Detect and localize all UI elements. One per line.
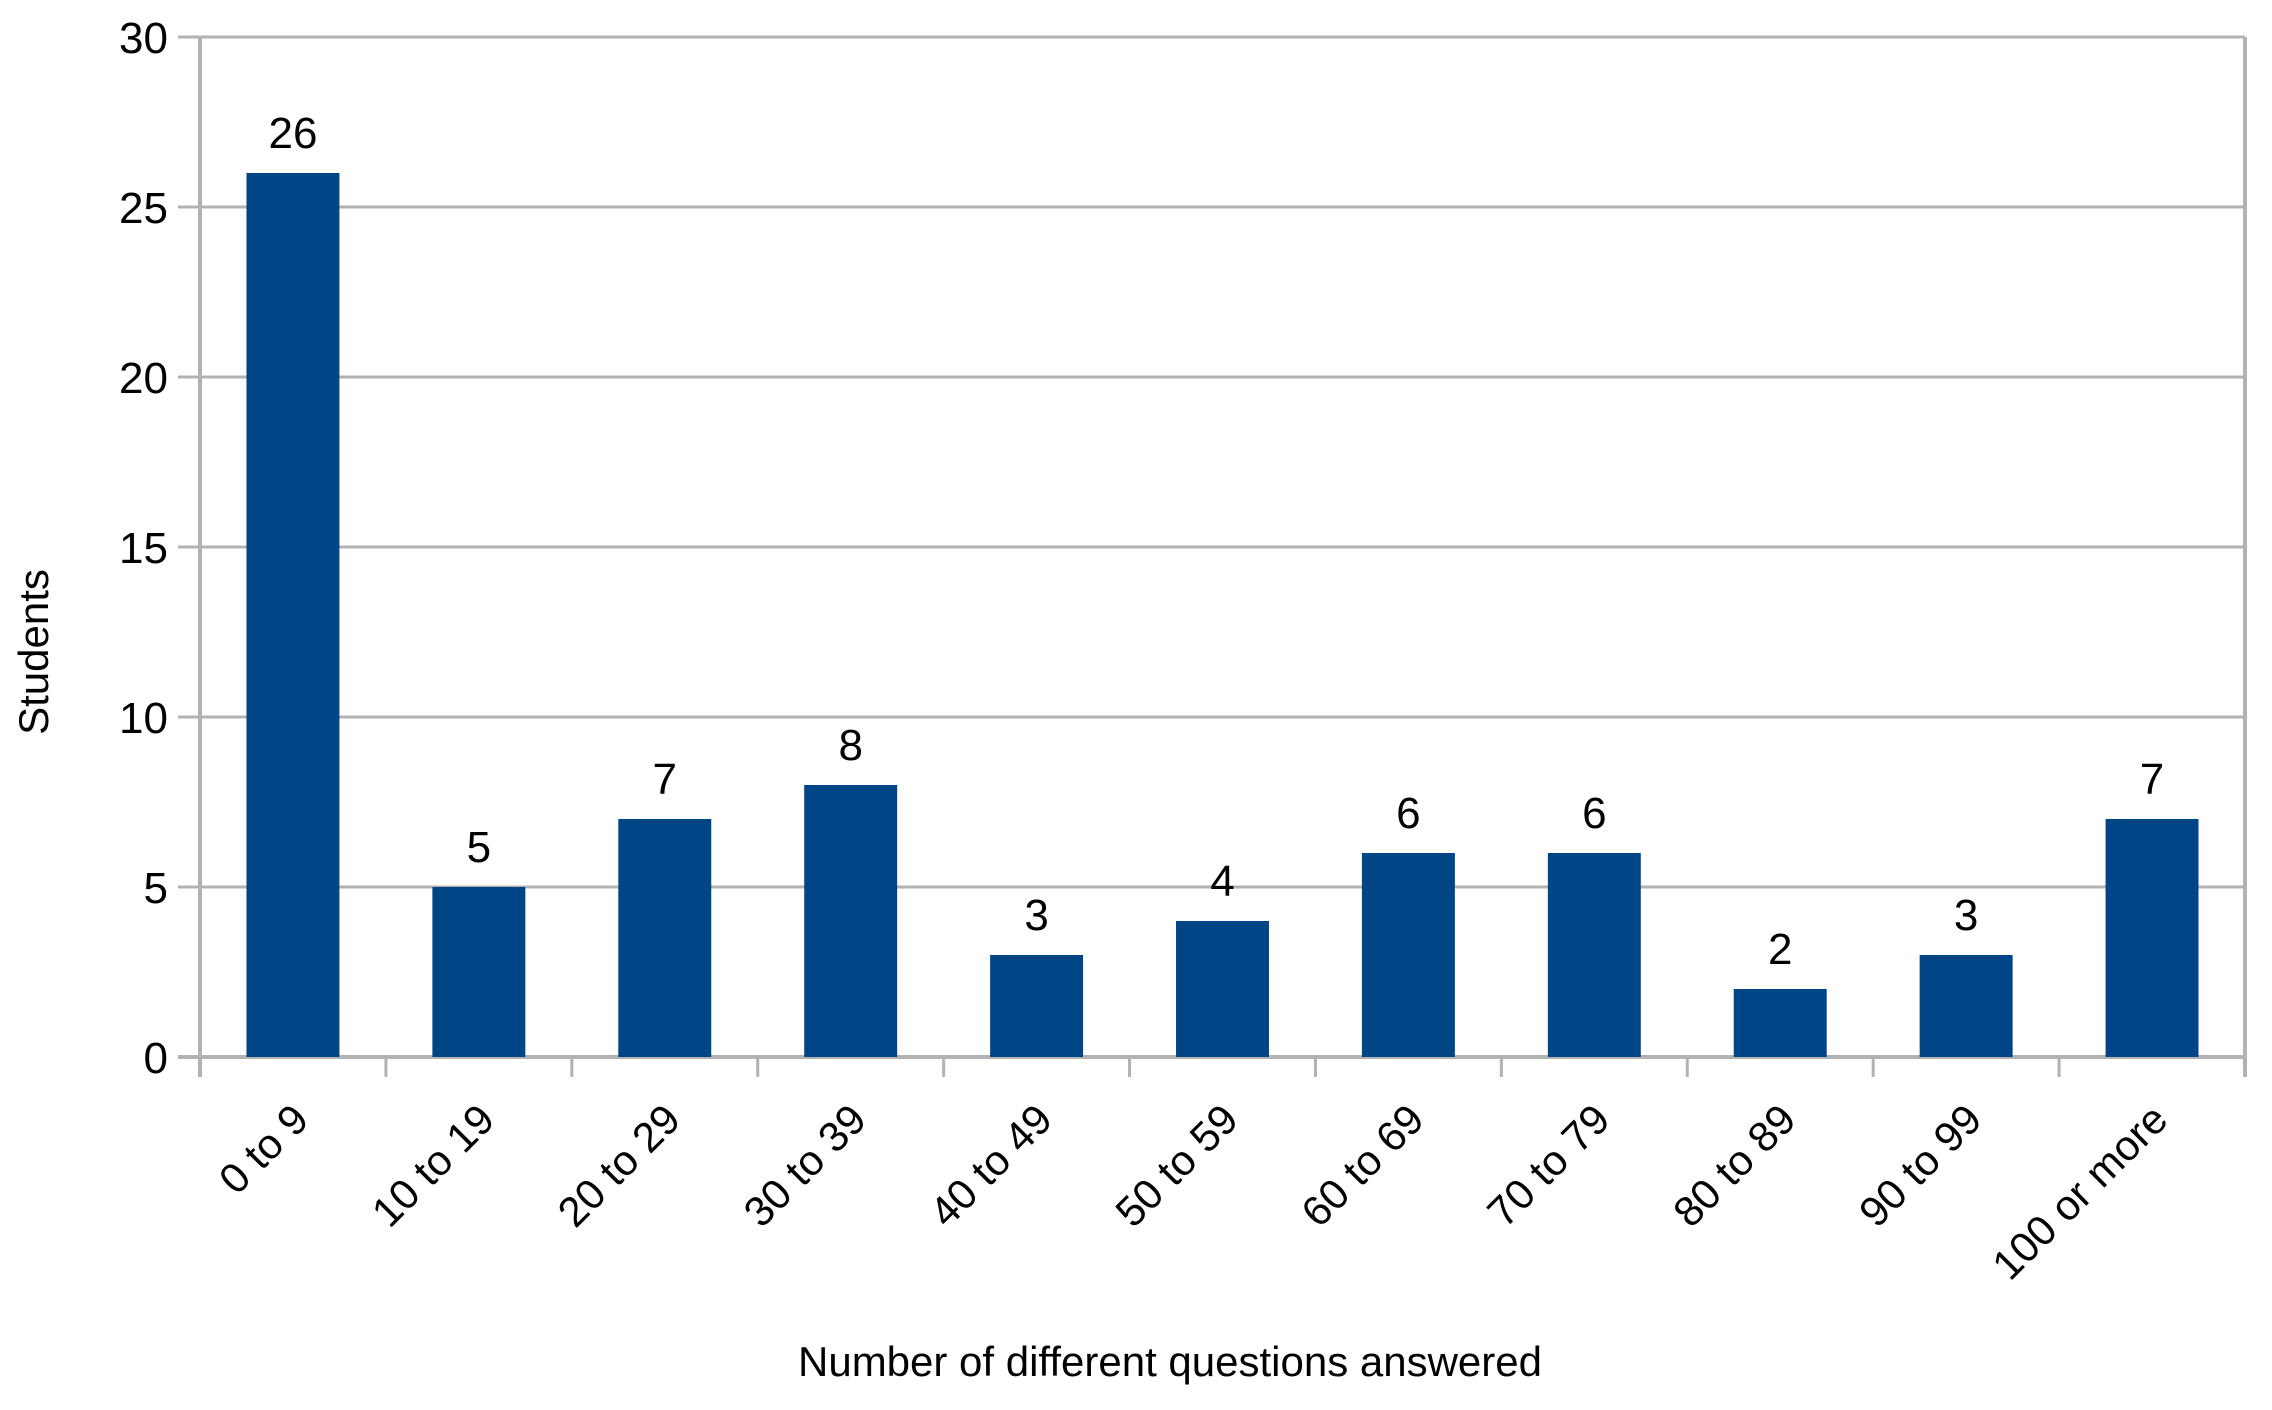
x-category-label: 10 to 19 — [363, 1095, 504, 1236]
x-category-label: 80 to 89 — [1664, 1095, 1805, 1236]
bar — [804, 785, 898, 1057]
x-category-label: 0 to 9 — [210, 1095, 318, 1203]
x-category-label: 60 to 69 — [1292, 1095, 1433, 1236]
x-category-label: 50 to 59 — [1106, 1095, 1247, 1236]
bar-value-label: 26 — [268, 109, 317, 158]
bar — [1176, 921, 1269, 1057]
y-tick-label: 5 — [144, 864, 168, 913]
bar — [2105, 819, 2199, 1057]
bar-value-label: 6 — [1396, 789, 1420, 838]
bar — [1547, 853, 1641, 1057]
bar-value-label: 3 — [1954, 891, 1978, 940]
x-category-label: 70 to 79 — [1478, 1095, 1619, 1236]
y-tick-label: 20 — [119, 354, 168, 403]
x-category-label: 100 or more — [1983, 1095, 2176, 1288]
bar-value-label: 3 — [1024, 891, 1048, 940]
bar — [990, 955, 1084, 1057]
y-tick-label: 30 — [119, 14, 168, 63]
x-category-label: 20 to 29 — [549, 1095, 690, 1236]
x-category-label: 40 to 49 — [920, 1095, 1061, 1236]
x-category-label: 30 to 39 — [734, 1095, 875, 1236]
y-tick-label: 15 — [119, 524, 168, 573]
bar-value-label: 5 — [467, 823, 491, 872]
bar — [1919, 955, 2013, 1057]
bar-value-label: 7 — [2140, 755, 2164, 804]
bar-value-label: 2 — [1768, 925, 1792, 974]
bar — [432, 887, 526, 1057]
y-tick-label: 10 — [119, 694, 168, 743]
x-axis-title: Number of different questions answered — [798, 1338, 1542, 1385]
bar — [246, 173, 340, 1057]
y-axis-title: Students — [10, 569, 57, 735]
bar — [618, 819, 712, 1057]
bar — [1733, 989, 1827, 1057]
bar-value-label: 8 — [838, 721, 862, 770]
bar-value-label: 6 — [1582, 789, 1606, 838]
y-tick-label: 25 — [119, 184, 168, 233]
x-category-label: 90 to 99 — [1850, 1095, 1991, 1236]
bar — [1361, 853, 1455, 1057]
bar-value-label: 4 — [1210, 857, 1234, 906]
y-tick-label: 0 — [144, 1034, 168, 1083]
bar-value-label: 7 — [653, 755, 677, 804]
